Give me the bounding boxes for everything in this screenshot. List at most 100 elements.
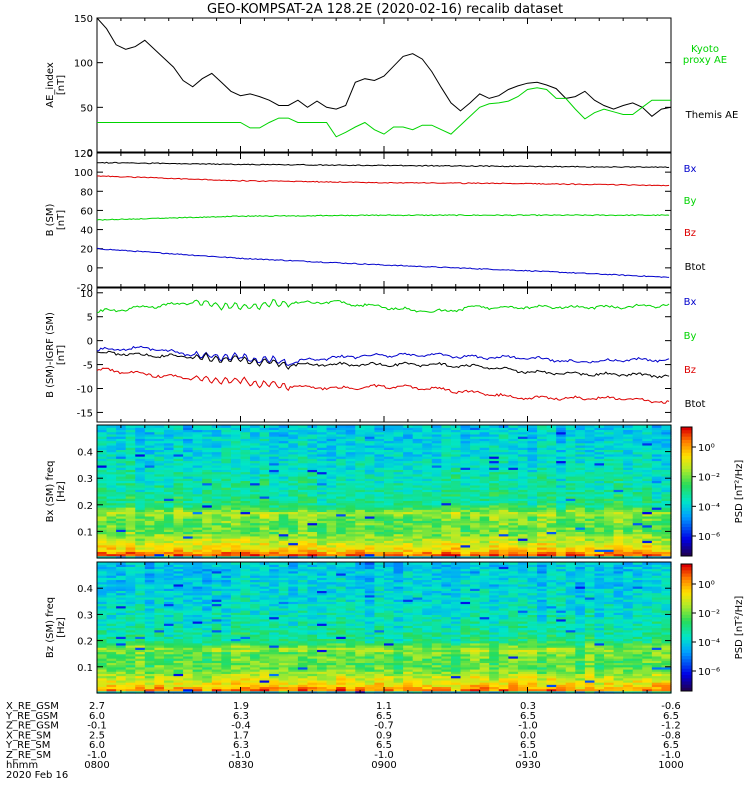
spectrogram-cell — [297, 522, 309, 526]
spectrogram-cell — [259, 524, 270, 528]
spectrogram-cell — [163, 549, 175, 552]
spectrogram-cell — [422, 440, 433, 444]
spectrogram-cell — [116, 614, 127, 618]
spectrogram-cell — [412, 478, 423, 482]
spectrogram-cell — [125, 588, 136, 591]
spectrogram-cell — [106, 590, 117, 594]
spectrogram-cell — [517, 551, 529, 555]
spectrogram-cell — [412, 549, 423, 552]
spectrogram-cell — [221, 425, 232, 428]
spectrogram-cell — [163, 638, 175, 642]
spectrogram-cell — [297, 440, 309, 444]
spectrogram-cell — [661, 464, 672, 468]
spectrogram-cell — [211, 520, 222, 524]
spectrogram-cell — [450, 431, 462, 435]
spectrogram-cell — [412, 475, 423, 479]
spectrogram-cell — [116, 675, 127, 679]
spectrogram-cell — [384, 555, 395, 559]
spectrogram-cell — [594, 504, 605, 508]
spectrogram-cell — [173, 581, 184, 585]
spectrogram-cell — [144, 614, 155, 618]
spectrogram-cell — [623, 456, 634, 459]
spectrogram-cell — [297, 458, 309, 462]
spectrogram-cell — [565, 542, 576, 546]
spectrogram-cell — [517, 456, 529, 459]
spectrogram-cell — [240, 478, 251, 482]
spectrogram-cell — [183, 507, 194, 510]
spectrogram-cell — [269, 511, 280, 515]
spectrogram-cell — [221, 607, 232, 611]
spectrogram-cell — [613, 507, 624, 510]
spectrogram-cell — [106, 513, 117, 517]
spectrogram-cell — [269, 507, 280, 510]
spectrogram-cell — [221, 520, 232, 524]
spectrogram-cell — [192, 546, 203, 550]
spectrogram-cell — [498, 500, 509, 504]
spectrogram-cell — [374, 429, 385, 433]
spectrogram-cell — [135, 555, 146, 559]
spectrogram-cell — [489, 522, 500, 526]
spectrogram-cell — [116, 436, 127, 439]
spectrogram-cell — [240, 607, 251, 611]
spectrogram-cell — [307, 502, 318, 506]
spectrogram-cell — [211, 542, 222, 546]
spectrogram-cell — [192, 500, 203, 504]
spectrogram-cell — [259, 531, 270, 535]
spectrogram-cell — [106, 555, 117, 559]
spectrogram-cell — [556, 520, 567, 524]
spectrogram-cell — [431, 451, 442, 455]
spectrogram-cell — [230, 462, 242, 466]
spectrogram-cell — [345, 531, 356, 535]
spectrogram-cell — [211, 440, 222, 444]
spectrogram-cell — [106, 504, 117, 508]
spectrogram-cell — [211, 590, 222, 594]
spectrogram-cell — [221, 440, 232, 444]
spectrogram-cell — [221, 456, 232, 459]
spectrogram-cell — [661, 555, 672, 559]
spectrogram-cell — [431, 447, 442, 450]
spectrogram-cell — [556, 487, 567, 490]
spectrogram-cell — [173, 653, 184, 657]
spectrogram-cell — [250, 590, 261, 594]
spectrogram-cell — [97, 526, 108, 530]
spectrogram-cell — [489, 549, 500, 552]
spectrogram-cell — [317, 502, 328, 506]
spectrogram-cell — [364, 473, 376, 477]
spectrogram-cell — [326, 544, 337, 548]
spectrogram-cell — [154, 616, 165, 620]
spectrogram-cell — [565, 500, 576, 504]
spectrogram-cell — [632, 500, 643, 504]
spectrogram-cell — [154, 623, 165, 626]
spectrogram-cell — [278, 451, 289, 455]
spectrogram-cell — [537, 495, 548, 499]
spectrogram-cell — [584, 458, 596, 462]
spectrogram-cell — [202, 688, 213, 692]
spectrogram-cell — [240, 603, 251, 607]
spectrogram-cell — [211, 526, 222, 530]
spectrogram-cell — [250, 592, 261, 596]
spectrogram-cell — [106, 433, 117, 437]
spectrogram-cell — [125, 447, 136, 450]
spectrogram-cell — [183, 642, 194, 646]
spectrogram-cell — [297, 447, 309, 450]
spectrogram-cell — [230, 480, 242, 484]
spectrogram-cell — [125, 649, 136, 653]
spectrogram-cell — [154, 660, 165, 664]
spectrogram-cell — [106, 620, 117, 624]
spectrogram-cell — [384, 442, 395, 446]
spectrogram-cell — [345, 438, 356, 442]
spectrogram-cell — [144, 583, 155, 587]
spectrogram-cell — [173, 538, 184, 541]
spectrogram-cell — [364, 549, 376, 552]
spectrogram-cell — [250, 664, 261, 668]
spectrogram-cell — [135, 640, 146, 644]
spectrogram-cell — [106, 538, 117, 541]
spectrogram-cell — [364, 495, 376, 499]
spectrogram-cell — [125, 513, 136, 517]
spectrogram-cell — [374, 546, 385, 550]
spectrogram-cell — [116, 489, 127, 493]
spectrogram-cell — [230, 675, 242, 679]
spectrogram-cell — [135, 614, 146, 618]
spectrogram-cell — [240, 620, 251, 624]
spectrogram-cell — [384, 553, 395, 557]
